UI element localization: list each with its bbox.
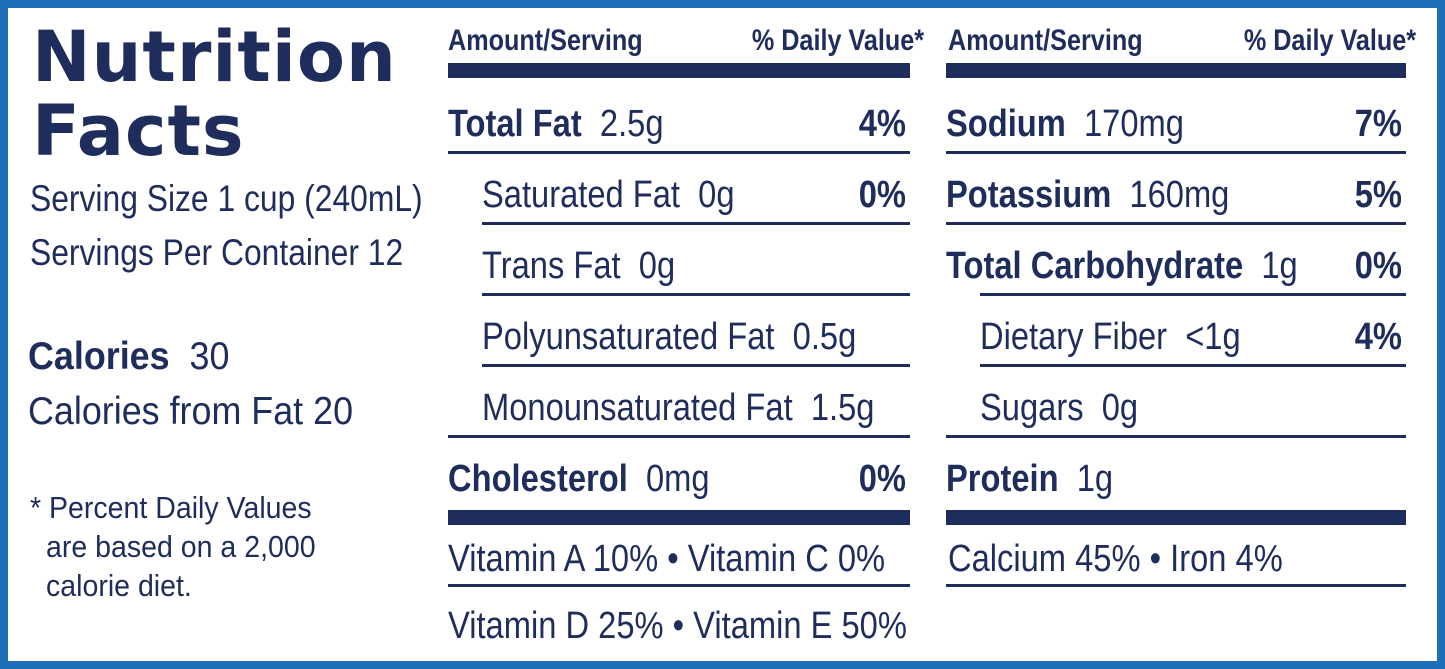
nutrient-row: Trans Fat 0g xyxy=(482,244,676,287)
nutrient-row: Potassium 160mg 5% xyxy=(946,173,1402,216)
nutrient-row: Dietary Fiber <1g 4% xyxy=(980,315,1402,358)
daily-value-header: % Daily Value* xyxy=(751,24,924,57)
nutrient-row: Total Carbohydrate 1g 0% xyxy=(946,244,1402,287)
title-line-1: Nutrition xyxy=(32,16,397,98)
rule xyxy=(946,222,1406,225)
rule xyxy=(448,584,910,587)
rule xyxy=(482,364,910,367)
vitamin-row-2: Vitamin D 25% • Vitamin E 50% xyxy=(448,605,907,647)
title: Nutrition Facts xyxy=(32,20,397,168)
rule xyxy=(946,435,1406,438)
nutrient-row: Cholesterol 0mg 0% xyxy=(448,457,906,500)
thick-rule xyxy=(448,510,910,525)
calories-label: Calories xyxy=(28,335,170,378)
rule xyxy=(448,435,910,438)
rule xyxy=(980,364,1406,367)
rule xyxy=(946,151,1406,154)
rule xyxy=(946,584,1406,587)
thick-rule xyxy=(946,63,1406,78)
rule xyxy=(448,151,910,154)
vitamin-row-1: Vitamin A 10% • Vitamin C 0% xyxy=(448,538,886,580)
footnote-line-3: calorie diet. xyxy=(46,568,192,603)
amount-serving-header: Amount/Serving xyxy=(948,24,1143,57)
serving-size: Serving Size 1 cup (240mL) xyxy=(30,178,423,219)
nutrient-row: Polyunsaturated Fat 0.5g xyxy=(482,315,857,358)
nutrient-row: Protein 1g xyxy=(946,457,1114,500)
mineral-row: Calcium 45% • Iron 4% xyxy=(948,538,1283,580)
rule xyxy=(482,222,910,225)
calories-value: 30 xyxy=(189,335,230,378)
rule xyxy=(980,293,1406,296)
nutrient-row: Sodium 170mg 7% xyxy=(946,102,1402,145)
footnote-line-2: are based on a 2,000 xyxy=(46,529,316,564)
thick-rule xyxy=(448,63,910,78)
calories: Calories 30 xyxy=(28,335,229,379)
thick-rule xyxy=(946,510,1406,525)
title-line-2: Facts xyxy=(32,90,245,172)
nutrient-row: Saturated Fat 0g 0% xyxy=(482,173,906,216)
nutrient-row: Sugars 0g xyxy=(980,386,1139,429)
footnote-line-1: * Percent Daily Values xyxy=(30,490,312,525)
rule xyxy=(482,293,910,296)
nutrient-row: Monounsaturated Fat 1.5g xyxy=(482,386,875,429)
calories-from-fat: Calories from Fat 20 xyxy=(28,390,354,433)
nutrient-row: Total Fat 2.5g 4% xyxy=(448,102,906,145)
servings-per-container: Servings Per Container 12 xyxy=(30,232,404,273)
amount-serving-header: Amount/Serving xyxy=(448,24,643,57)
daily-value-header: % Daily Value* xyxy=(1243,24,1416,57)
